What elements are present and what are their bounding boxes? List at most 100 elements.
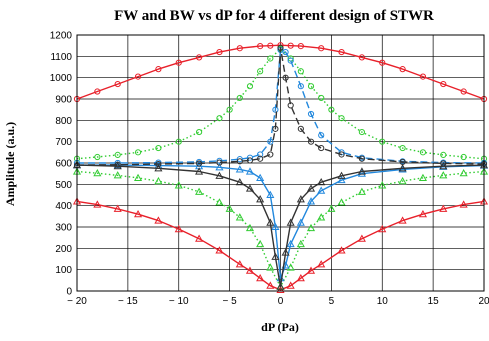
data-point xyxy=(281,248,290,256)
data-point xyxy=(338,48,345,56)
data-point xyxy=(419,149,427,156)
data-point xyxy=(216,159,223,166)
data-point xyxy=(257,68,264,75)
data-point xyxy=(196,160,203,167)
x-axis-label: dP (Pa) xyxy=(261,320,299,334)
data-point xyxy=(398,176,407,185)
data-point xyxy=(246,154,254,161)
data-point xyxy=(236,94,243,102)
data-point xyxy=(306,197,316,205)
data-point xyxy=(93,200,102,208)
y-tick-label: 400 xyxy=(55,201,72,212)
data-point xyxy=(399,66,406,73)
series-8 xyxy=(72,160,489,290)
data-point xyxy=(398,164,407,172)
data-point xyxy=(357,234,366,242)
data-point xyxy=(297,125,304,132)
data-point xyxy=(439,204,448,212)
series-line xyxy=(77,164,485,279)
data-point xyxy=(286,263,295,271)
data-point xyxy=(318,144,325,152)
data-point xyxy=(296,195,305,203)
data-point xyxy=(215,163,224,171)
x-tick-label: 20 xyxy=(478,296,489,307)
data-point xyxy=(195,234,204,242)
data-point xyxy=(267,42,274,49)
data-point xyxy=(245,167,255,175)
data-point xyxy=(296,218,305,226)
series-line xyxy=(76,48,485,160)
data-point xyxy=(155,66,162,73)
data-point xyxy=(154,216,163,224)
data-point xyxy=(317,177,326,186)
data-point xyxy=(196,128,203,136)
data-point xyxy=(460,88,467,95)
data-point xyxy=(215,171,224,179)
data-point xyxy=(307,138,315,145)
data-point xyxy=(225,204,234,212)
data-point xyxy=(439,171,448,179)
data-point xyxy=(216,48,223,56)
data-point xyxy=(296,273,305,282)
y-tick-label: 100 xyxy=(55,265,72,276)
y-tick-label: 800 xyxy=(55,116,72,127)
data-point xyxy=(113,204,122,212)
x-tick-label: 10 xyxy=(377,296,389,307)
data-point xyxy=(337,198,346,206)
data-point xyxy=(318,132,325,139)
data-point xyxy=(459,200,468,208)
data-point xyxy=(236,156,243,163)
data-point xyxy=(459,169,468,177)
data-point xyxy=(306,184,316,192)
data-point xyxy=(337,171,346,179)
data-point xyxy=(245,266,255,274)
y-tick-label: 1000 xyxy=(50,73,73,84)
data-point xyxy=(282,48,289,56)
data-point xyxy=(266,281,275,289)
data-point xyxy=(175,59,182,66)
chart-title: FW and BW vs dP for 4 different design o… xyxy=(114,8,434,24)
data-point xyxy=(256,239,265,248)
data-point xyxy=(154,176,163,185)
data-point xyxy=(134,73,142,80)
y-axis-label: Amplitude (a.u.) xyxy=(3,122,17,206)
data-point xyxy=(94,153,101,161)
data-point xyxy=(215,198,224,206)
data-point xyxy=(271,252,280,260)
plot-area xyxy=(72,42,489,293)
data-point xyxy=(195,167,204,175)
data-point xyxy=(378,224,387,233)
x-tick-label: − 10 xyxy=(169,296,189,307)
x-tick-label: 0 xyxy=(278,296,284,307)
data-point xyxy=(235,165,244,173)
data-point xyxy=(114,80,121,88)
data-point xyxy=(257,155,264,162)
data-point xyxy=(266,218,275,226)
tick-labels: − 20− 15− 10− 5 0 5 10 15 2001002003004005006… xyxy=(50,31,489,308)
data-point xyxy=(327,204,336,212)
y-tick-label: 0 xyxy=(66,287,72,298)
data-point xyxy=(246,157,254,164)
data-point xyxy=(318,45,325,52)
data-point xyxy=(196,54,203,61)
data-point xyxy=(236,158,243,165)
data-point xyxy=(378,181,387,189)
data-point xyxy=(338,151,345,158)
data-point xyxy=(174,181,183,189)
data-point xyxy=(419,73,427,80)
data-point xyxy=(418,173,427,181)
data-point xyxy=(113,161,122,170)
data-point xyxy=(246,83,254,90)
data-point xyxy=(114,151,121,158)
data-point xyxy=(277,44,284,51)
data-point xyxy=(134,149,142,156)
data-point xyxy=(328,106,335,113)
data-point xyxy=(93,169,102,177)
data-point xyxy=(307,83,315,90)
data-point xyxy=(358,155,365,162)
data-point xyxy=(134,209,143,218)
data-point xyxy=(267,138,274,145)
data-point xyxy=(245,223,255,232)
data-point xyxy=(297,42,304,50)
